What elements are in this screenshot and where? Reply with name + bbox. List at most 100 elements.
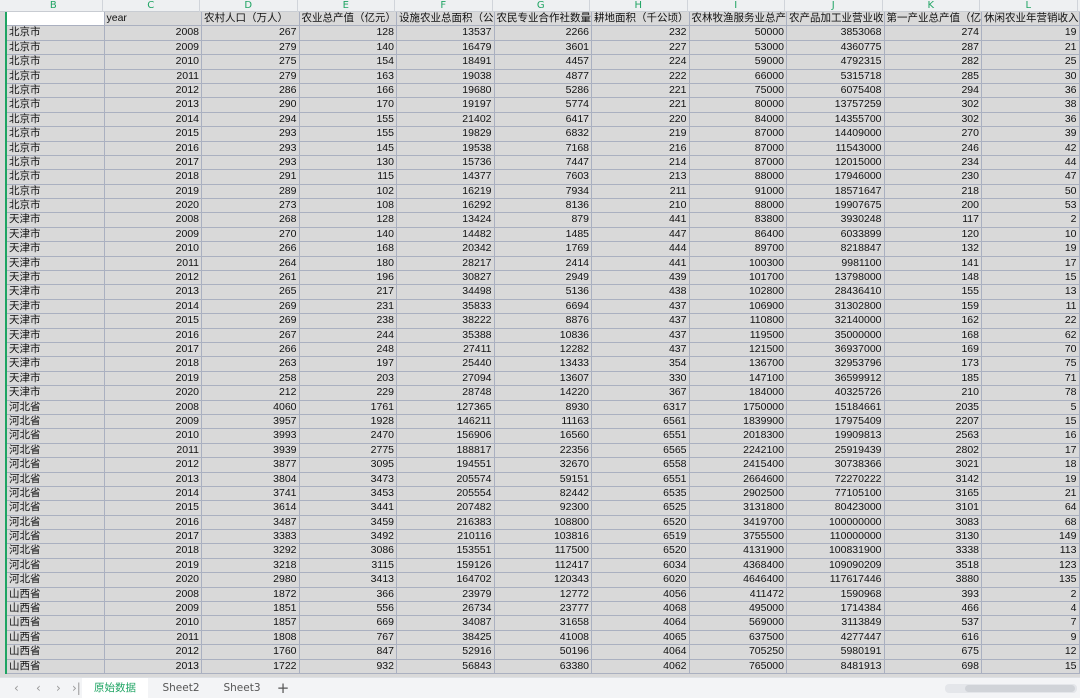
data-cell[interactable]: 2010 (104, 242, 202, 257)
column-letter-L[interactable]: L (980, 0, 1078, 12)
data-cell[interactable]: 166 (299, 83, 397, 99)
data-cell[interactable]: 145 (299, 141, 397, 156)
region-cell[interactable]: 北京市 (7, 155, 105, 171)
data-cell[interactable]: 154 (299, 55, 397, 70)
data-cell[interactable]: 78 (982, 386, 1080, 401)
data-cell[interactable]: 72270222 (787, 472, 885, 487)
data-cell[interactable]: 146211 (397, 414, 495, 430)
data-cell[interactable]: 2011 (104, 69, 202, 84)
data-cell[interactable]: 56843 (397, 659, 495, 674)
data-cell[interactable]: 2949 (494, 271, 592, 286)
data-cell[interactable]: 148 (884, 271, 982, 286)
data-cell[interactable]: 13 (982, 285, 1080, 300)
data-cell[interactable]: 110000000 (787, 530, 885, 545)
data-cell[interactable]: 6034 (592, 558, 690, 574)
column-letter-C[interactable]: C (103, 0, 200, 12)
data-cell[interactable]: 234 (884, 155, 982, 171)
data-cell[interactable]: 4792315 (787, 55, 885, 70)
data-cell[interactable]: 2009 (104, 602, 202, 617)
region-cell[interactable]: 山西省 (7, 659, 105, 674)
data-cell[interactable]: 128 (299, 26, 397, 41)
data-cell[interactable]: 3419700 (689, 515, 787, 531)
data-cell[interactable]: 932 (299, 659, 397, 674)
data-cell[interactable]: 302 (884, 98, 982, 113)
data-cell[interactable]: 30827 (397, 271, 495, 286)
data-cell[interactable]: 302 (884, 112, 982, 128)
data-cell[interactable]: 21 (982, 40, 1080, 56)
data-cell[interactable]: 6694 (494, 299, 592, 315)
data-cell[interactable]: 4457 (494, 55, 592, 70)
region-cell[interactable]: 天津市 (7, 242, 105, 257)
data-cell[interactable]: 15 (982, 414, 1080, 430)
data-cell[interactable]: 205554 (397, 486, 495, 502)
data-cell[interactable]: 3880 (884, 573, 982, 588)
data-cell[interactable]: 6565 (592, 443, 690, 459)
data-cell[interactable]: 2902500 (689, 486, 787, 502)
data-cell[interactable]: 16219 (397, 184, 495, 200)
data-cell[interactable]: 2010 (104, 55, 202, 70)
data-cell[interactable]: 265 (202, 285, 300, 300)
data-cell[interactable]: 2013 (104, 659, 202, 674)
data-cell[interactable]: 149 (982, 530, 1080, 545)
column-letter-D[interactable]: D (200, 0, 298, 12)
data-cell[interactable]: 444 (592, 242, 690, 257)
data-cell[interactable]: 32140000 (787, 314, 885, 329)
header-cell[interactable]: 农业总产值（亿元） (299, 12, 397, 27)
data-cell[interactable]: 170 (299, 98, 397, 113)
column-letter-F[interactable]: F (395, 0, 493, 12)
data-cell[interactable]: 2019 (104, 558, 202, 574)
region-cell[interactable]: 天津市 (7, 271, 105, 286)
data-cell[interactable]: 109090209 (787, 558, 885, 574)
data-cell[interactable]: 6832 (494, 127, 592, 142)
data-cell[interactable]: 21 (982, 486, 1080, 502)
data-cell[interactable]: 231 (299, 299, 397, 315)
data-cell[interactable]: 2012 (104, 83, 202, 99)
data-cell[interactable]: 847 (299, 645, 397, 660)
data-cell[interactable]: 2017 (104, 155, 202, 171)
data-cell[interactable]: 214 (592, 155, 690, 171)
data-cell[interactable]: 267 (202, 26, 300, 41)
data-cell[interactable]: 84000 (689, 112, 787, 128)
data-cell[interactable]: 6551 (592, 472, 690, 487)
region-cell[interactable]: 天津市 (7, 256, 105, 272)
region-cell[interactable]: 北京市 (7, 98, 105, 113)
data-cell[interactable]: 13757259 (787, 98, 885, 113)
data-cell[interactable]: 32953796 (787, 357, 885, 372)
data-cell[interactable]: 3165 (884, 486, 982, 502)
data-cell[interactable]: 4360775 (787, 40, 885, 56)
data-cell[interactable]: 4068 (592, 602, 690, 617)
data-cell[interactable]: 447 (592, 227, 690, 243)
data-cell[interactable]: 120 (884, 227, 982, 243)
data-cell[interactable]: 64 (982, 501, 1080, 516)
data-cell[interactable]: 200 (884, 199, 982, 214)
data-cell[interactable]: 1857 (202, 616, 300, 631)
region-cell[interactable]: 山西省 (7, 630, 105, 646)
data-cell[interactable]: 2012 (104, 645, 202, 660)
data-cell[interactable]: 77105100 (787, 486, 885, 502)
data-cell[interactable]: 3853068 (787, 26, 885, 41)
data-cell[interactable]: 127365 (397, 400, 495, 415)
data-cell[interactable]: 393 (884, 587, 982, 603)
data-cell[interactable]: 14409000 (787, 127, 885, 142)
region-cell[interactable]: 北京市 (7, 127, 105, 142)
data-cell[interactable]: 2020 (104, 386, 202, 401)
region-cell[interactable]: 山西省 (7, 645, 105, 660)
data-cell[interactable]: 17 (982, 443, 1080, 459)
data-cell[interactable]: 3993 (202, 429, 300, 444)
data-cell[interactable]: 266 (202, 242, 300, 257)
data-cell[interactable]: 437 (592, 299, 690, 315)
add-sheet-button[interactable]: + (276, 679, 290, 697)
data-cell[interactable]: 140 (299, 227, 397, 243)
data-cell[interactable]: 147100 (689, 371, 787, 387)
region-cell[interactable]: 天津市 (7, 227, 105, 243)
data-cell[interactable]: 120343 (494, 573, 592, 588)
data-cell[interactable]: 203 (299, 371, 397, 387)
data-cell[interactable]: 42 (982, 141, 1080, 156)
header-cell[interactable]: 农林牧渔服务业总产 (689, 12, 787, 27)
data-cell[interactable]: 155 (884, 285, 982, 300)
data-cell[interactable]: 287 (884, 40, 982, 56)
data-cell[interactable]: 21402 (397, 112, 495, 128)
data-cell[interactable]: 88000 (689, 199, 787, 214)
data-cell[interactable]: 4277447 (787, 630, 885, 646)
data-cell[interactable]: 11 (982, 299, 1080, 315)
